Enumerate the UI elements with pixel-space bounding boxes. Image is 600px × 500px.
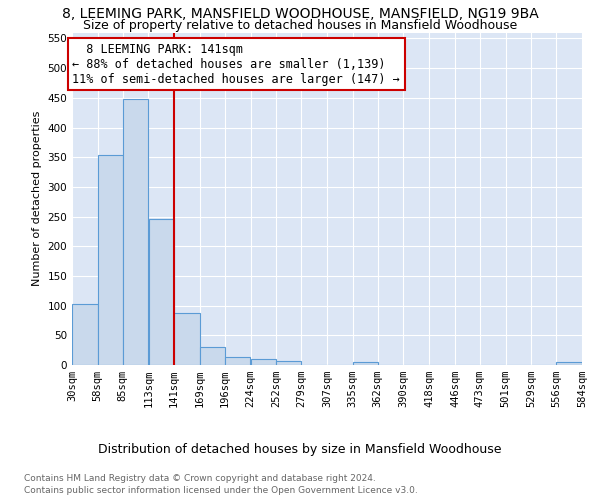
Bar [353,362,378,365]
Text: 8, LEEMING PARK, MANSFIELD WOODHOUSE, MANSFIELD, NG19 9BA: 8, LEEMING PARK, MANSFIELD WOODHOUSE, MA… [62,8,538,22]
Bar [251,359,276,365]
Bar [276,362,301,365]
Bar [200,347,225,365]
Text: Size of property relative to detached houses in Mansfield Woodhouse: Size of property relative to detached ho… [83,18,517,32]
Bar [175,313,200,365]
Text: Contains HM Land Registry data © Crown copyright and database right 2024.: Contains HM Land Registry data © Crown c… [24,474,376,483]
Bar [72,304,98,365]
Text: Contains public sector information licensed under the Open Government Licence v3: Contains public sector information licen… [24,486,418,495]
Bar [98,155,123,365]
Text: Distribution of detached houses by size in Mansfield Woodhouse: Distribution of detached houses by size … [98,442,502,456]
Bar [225,356,250,365]
Y-axis label: Number of detached properties: Number of detached properties [32,111,42,286]
Bar [556,362,582,365]
Text: 8 LEEMING PARK: 141sqm
← 88% of detached houses are smaller (1,139)
11% of semi-: 8 LEEMING PARK: 141sqm ← 88% of detached… [73,42,400,86]
Bar [123,99,148,365]
Bar [149,219,174,365]
